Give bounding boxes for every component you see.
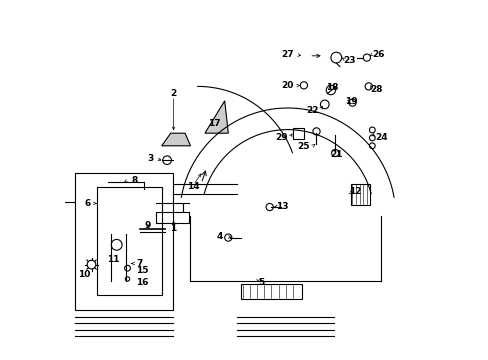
- Text: 9: 9: [144, 221, 151, 230]
- Text: 26: 26: [371, 50, 384, 59]
- Text: 14: 14: [187, 182, 199, 191]
- Text: 2: 2: [170, 89, 176, 98]
- Text: 13: 13: [275, 202, 288, 211]
- Text: 25: 25: [297, 143, 309, 152]
- Text: 28: 28: [370, 85, 382, 94]
- Text: 16: 16: [136, 278, 149, 287]
- Text: 15: 15: [136, 266, 149, 275]
- Text: 20: 20: [281, 81, 293, 90]
- Polygon shape: [204, 101, 228, 133]
- Text: 19: 19: [345, 98, 357, 107]
- Text: 8: 8: [131, 176, 137, 185]
- Text: 1: 1: [170, 224, 176, 233]
- Text: 29: 29: [275, 134, 287, 143]
- Text: 6: 6: [84, 199, 90, 208]
- Text: 21: 21: [329, 150, 342, 159]
- Polygon shape: [162, 133, 190, 146]
- Text: 12: 12: [348, 188, 361, 197]
- Text: 17: 17: [207, 119, 220, 128]
- Text: 23: 23: [343, 56, 355, 65]
- Text: 24: 24: [374, 133, 386, 142]
- Text: 5: 5: [258, 278, 264, 287]
- Text: 22: 22: [306, 106, 318, 115]
- Text: 10: 10: [78, 270, 90, 279]
- Text: 27: 27: [281, 50, 294, 59]
- Text: 7: 7: [136, 259, 142, 268]
- Text: 4: 4: [216, 232, 223, 241]
- Text: 18: 18: [325, 83, 338, 92]
- Text: 11: 11: [107, 256, 120, 264]
- Text: 3: 3: [147, 154, 153, 163]
